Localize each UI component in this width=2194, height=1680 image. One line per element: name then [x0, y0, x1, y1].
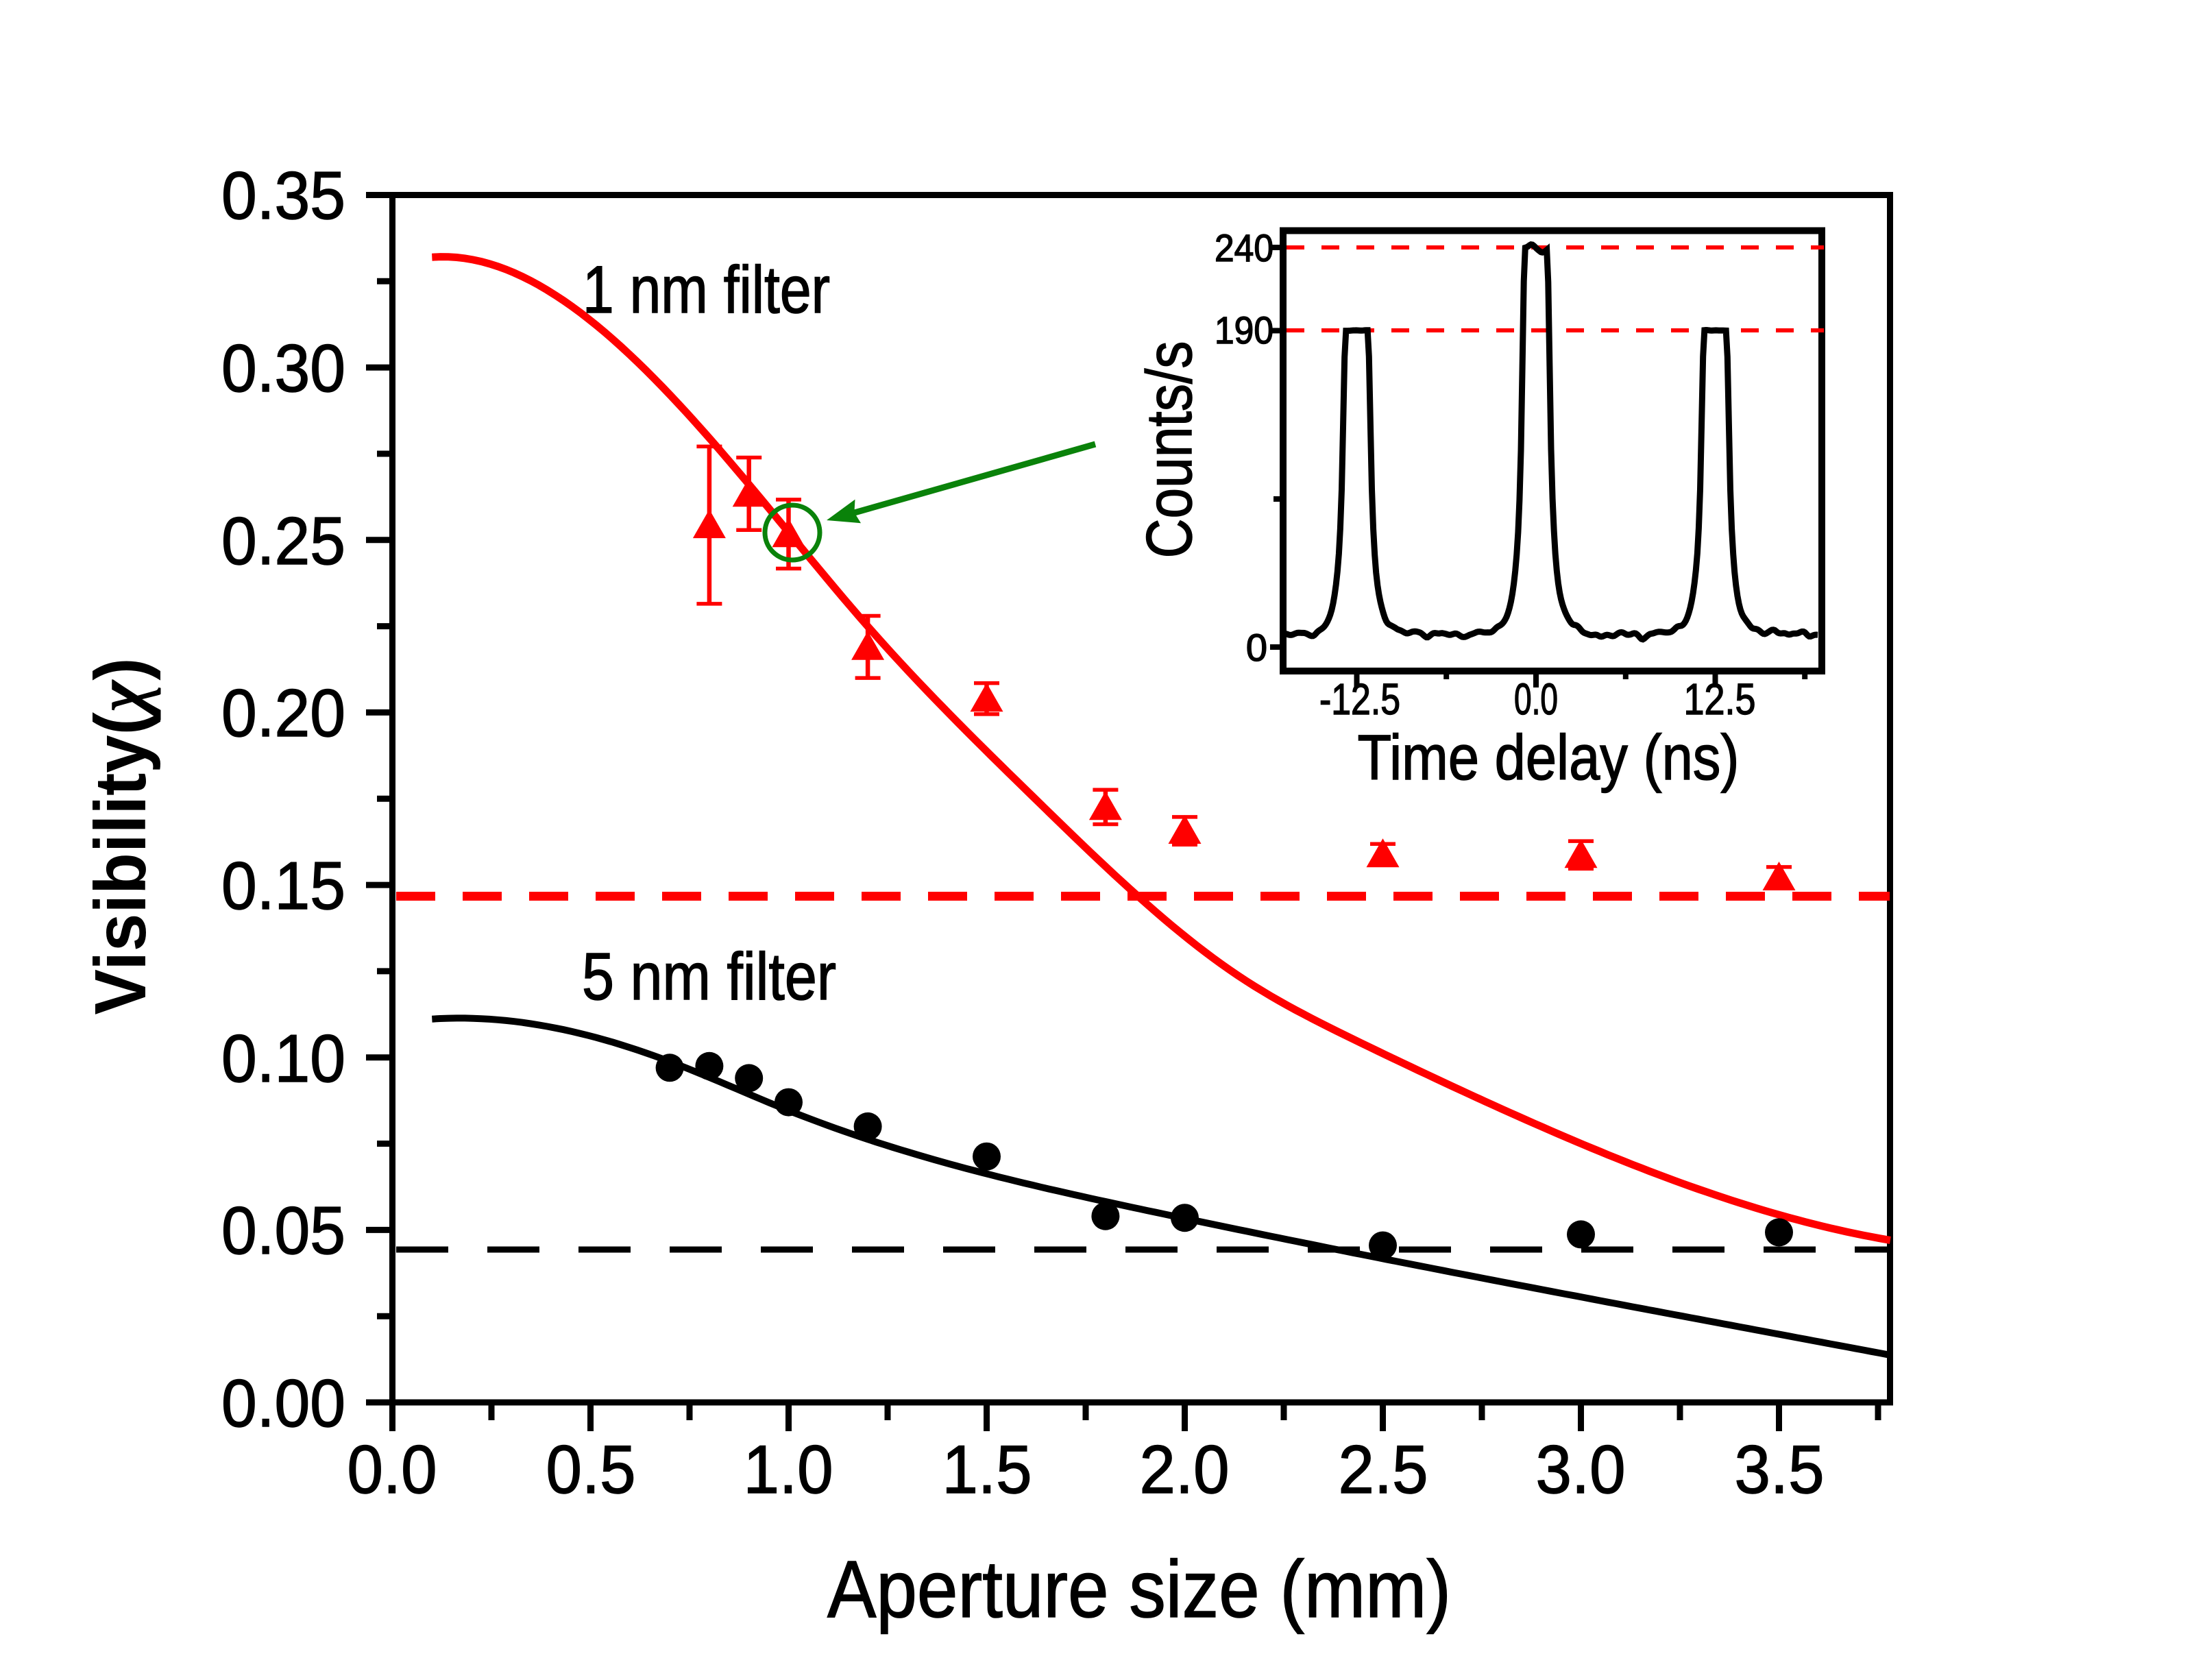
svg-text:0.0: 0.0: [348, 1431, 437, 1507]
svg-text:0.15: 0.15: [221, 848, 345, 923]
svg-text:3.5: 3.5: [1735, 1431, 1825, 1507]
svg-text:Time delay (ns): Time delay (ns): [1358, 722, 1740, 793]
svg-text:0.35: 0.35: [221, 158, 345, 233]
svg-text:5 nm filter: 5 nm filter: [582, 939, 836, 1014]
svg-text:2.0: 2.0: [1140, 1431, 1230, 1507]
svg-text:0.25: 0.25: [221, 503, 345, 579]
svg-text:Aperture size (mm): Aperture size (mm): [827, 1544, 1451, 1635]
svg-text:190: 190: [1215, 308, 1273, 352]
svg-text:0.0: 0.0: [1514, 674, 1558, 724]
svg-text:1.0: 1.0: [744, 1431, 833, 1507]
svg-text:Counts/s: Counts/s: [1133, 341, 1205, 559]
svg-text:0.00: 0.00: [221, 1365, 345, 1441]
svg-text:0: 0: [1246, 626, 1267, 669]
svg-text:0.30: 0.30: [221, 330, 345, 406]
svg-text:0.05: 0.05: [221, 1193, 345, 1268]
svg-text:-12.5: -12.5: [1319, 674, 1400, 724]
svg-text:0.10: 0.10: [221, 1021, 345, 1096]
svg-text:1.5: 1.5: [942, 1431, 1032, 1507]
svg-text:0.5: 0.5: [546, 1431, 636, 1507]
svg-text:2.5: 2.5: [1339, 1431, 1428, 1507]
svg-text:240: 240: [1215, 226, 1273, 269]
svg-text:0.20: 0.20: [221, 675, 345, 751]
svg-text:3.0: 3.0: [1536, 1431, 1626, 1507]
svg-text:12.5: 12.5: [1684, 674, 1756, 724]
svg-text:1 nm filter: 1 nm filter: [583, 252, 830, 327]
svg-text:Visibility(χ): Visibility(χ): [80, 658, 161, 1015]
